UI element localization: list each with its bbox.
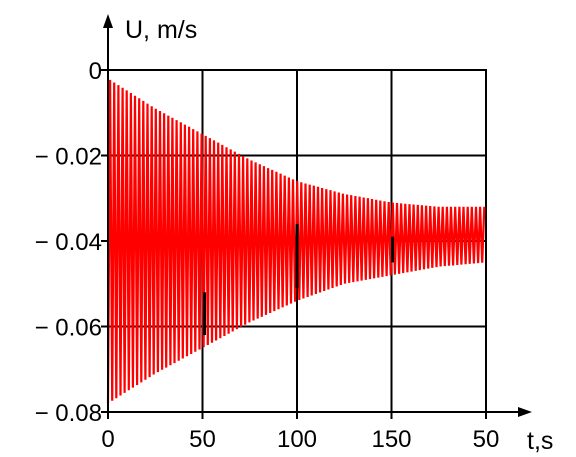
y-tick-label: − 0.04 [35, 229, 102, 256]
axes [101, 14, 532, 419]
y-axis-arrow-icon [103, 14, 113, 28]
x-tick-label: 100 [277, 426, 317, 453]
tick-labels: 0 50 100 150 50 0 − 0.02 − 0.04 − 0.06 − 0.08 [35, 58, 500, 453]
x-tick-label: 50 [189, 426, 216, 453]
x-tick-label: 0 [101, 426, 114, 453]
y-tick-label: − 0.06 [35, 315, 102, 342]
y-tick-label: − 0.02 [35, 144, 102, 171]
x-tick-label: 150 [371, 426, 411, 453]
y-axis-title: U, m/s [125, 16, 197, 44]
y-tick-label: − 0.08 [35, 400, 102, 427]
series-layer [106, 79, 486, 404]
y-tick-label: 0 [89, 58, 102, 85]
x-tick-label: 50 [473, 426, 500, 453]
x-axis-title: t,s [527, 427, 553, 455]
x-axis-arrow-icon [518, 407, 532, 417]
